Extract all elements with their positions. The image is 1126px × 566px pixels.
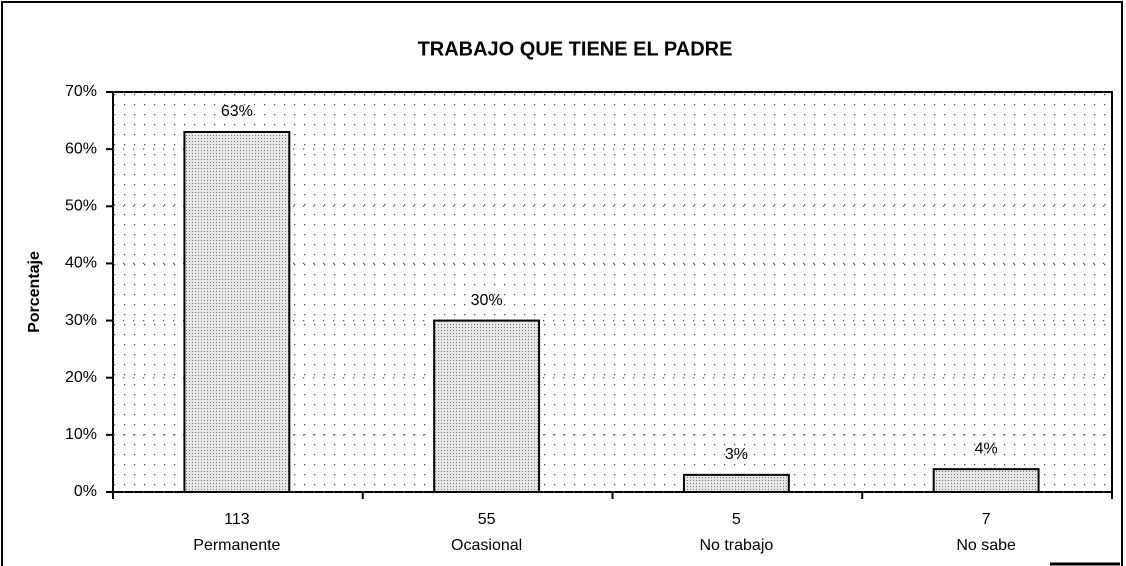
bar	[682, 473, 790, 494]
x-count-label: 5	[732, 511, 741, 528]
x-tick-label: Ocasional	[451, 537, 522, 554]
x-count-label: 7	[982, 511, 991, 528]
chart-title: TRABAJO QUE TIENE EL PADRE	[418, 38, 733, 60]
value-label: 63%	[221, 103, 253, 120]
y-tick-label: 40%	[65, 255, 97, 272]
bar	[932, 468, 1040, 493]
y-axis-label: Porcentaje	[26, 251, 43, 333]
bar	[183, 131, 291, 493]
x-count-label: 55	[478, 511, 496, 528]
y-tick-label: 20%	[65, 369, 97, 386]
value-label: 4%	[975, 440, 998, 457]
y-tick-label: 70%	[65, 83, 97, 100]
y-tick-label: 0%	[74, 483, 97, 500]
value-label: 3%	[725, 446, 748, 463]
y-tick-label: 50%	[65, 198, 97, 215]
y-tick-label: 30%	[65, 312, 97, 329]
y-tick-label: 60%	[65, 140, 97, 157]
y-tick-label: 10%	[65, 426, 97, 443]
bar	[433, 319, 541, 494]
x-tick-label: Permanente	[193, 537, 280, 554]
x-tick-label: No sabe	[956, 537, 1016, 554]
x-tick-label: No trabajo	[699, 537, 773, 554]
value-label: 30%	[471, 292, 503, 309]
x-count-label: 113	[224, 511, 250, 528]
